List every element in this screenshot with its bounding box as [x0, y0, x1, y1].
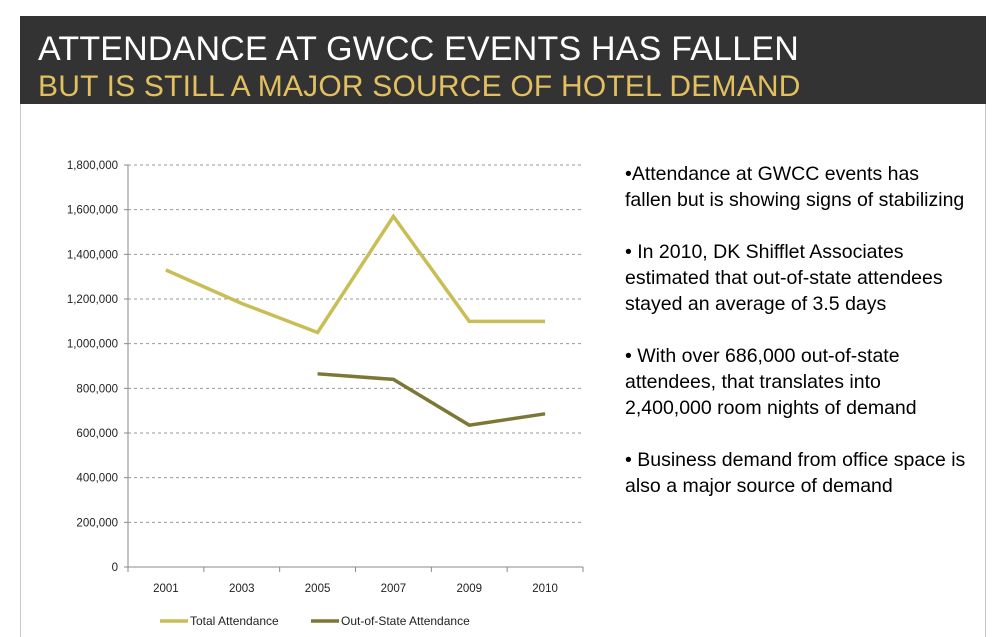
y-tick-label: 1,800,000: [67, 160, 118, 172]
y-tick-label: 1,000,000: [67, 339, 118, 351]
slide-subtitle: BUT IS STILL A MAJOR SOURCE OF HOTEL DEM…: [38, 70, 801, 103]
legend-label: Out-of-State Attendance: [341, 614, 470, 628]
x-tick-label: 2009: [456, 583, 482, 595]
bullet-list: •Attendance at GWCC events has fallen bu…: [625, 161, 970, 525]
bullet-item: • Business demand from office space is a…: [625, 449, 966, 497]
x-tick-label: 2007: [381, 583, 407, 595]
x-tick-label: 2001: [153, 583, 179, 595]
y-tick-label: 1,400,000: [67, 249, 118, 261]
bullet-item: •Attendance at GWCC events has fallen bu…: [625, 163, 965, 211]
series-line-out-of-state-attendance: [317, 372, 546, 428]
y-tick-label: 200,000: [76, 517, 118, 529]
bullet-item: • With over 686,000 out-of-state attende…: [625, 345, 917, 419]
y-tick-label: 400,000: [76, 473, 118, 485]
y-tick-label: 1,600,000: [67, 205, 118, 217]
slide-title: ATTENDANCE AT GWCC EVENTS HAS FALLEN: [38, 30, 800, 68]
content-frame: [20, 104, 986, 637]
legend-label: Total Attendance: [190, 614, 279, 628]
title-bar: ATTENDANCE AT GWCC EVENTS HAS FALLEN BUT…: [20, 16, 986, 104]
x-tick-label: 2010: [532, 583, 558, 595]
x-tick-label: 2005: [305, 583, 331, 595]
attendance-chart: 0 200,000 400,000 600,000 800,000 1,000,000 1,…: [20, 120, 600, 637]
x-tick-label: 2003: [229, 583, 255, 595]
y-tick-label: 600,000: [76, 428, 118, 440]
series-line-total-attendance: [165, 213, 546, 335]
y-tick-label: 800,000: [76, 383, 118, 395]
y-tick-label: 1,200,000: [67, 294, 118, 306]
bullet-item: • In 2010, DK Shifflet Associates estima…: [625, 241, 943, 315]
y-tick-label: 0: [112, 562, 118, 574]
chart-svg: 0 200,000 400,000 600,000 800,000 1,000,000 1,…: [67, 160, 584, 628]
